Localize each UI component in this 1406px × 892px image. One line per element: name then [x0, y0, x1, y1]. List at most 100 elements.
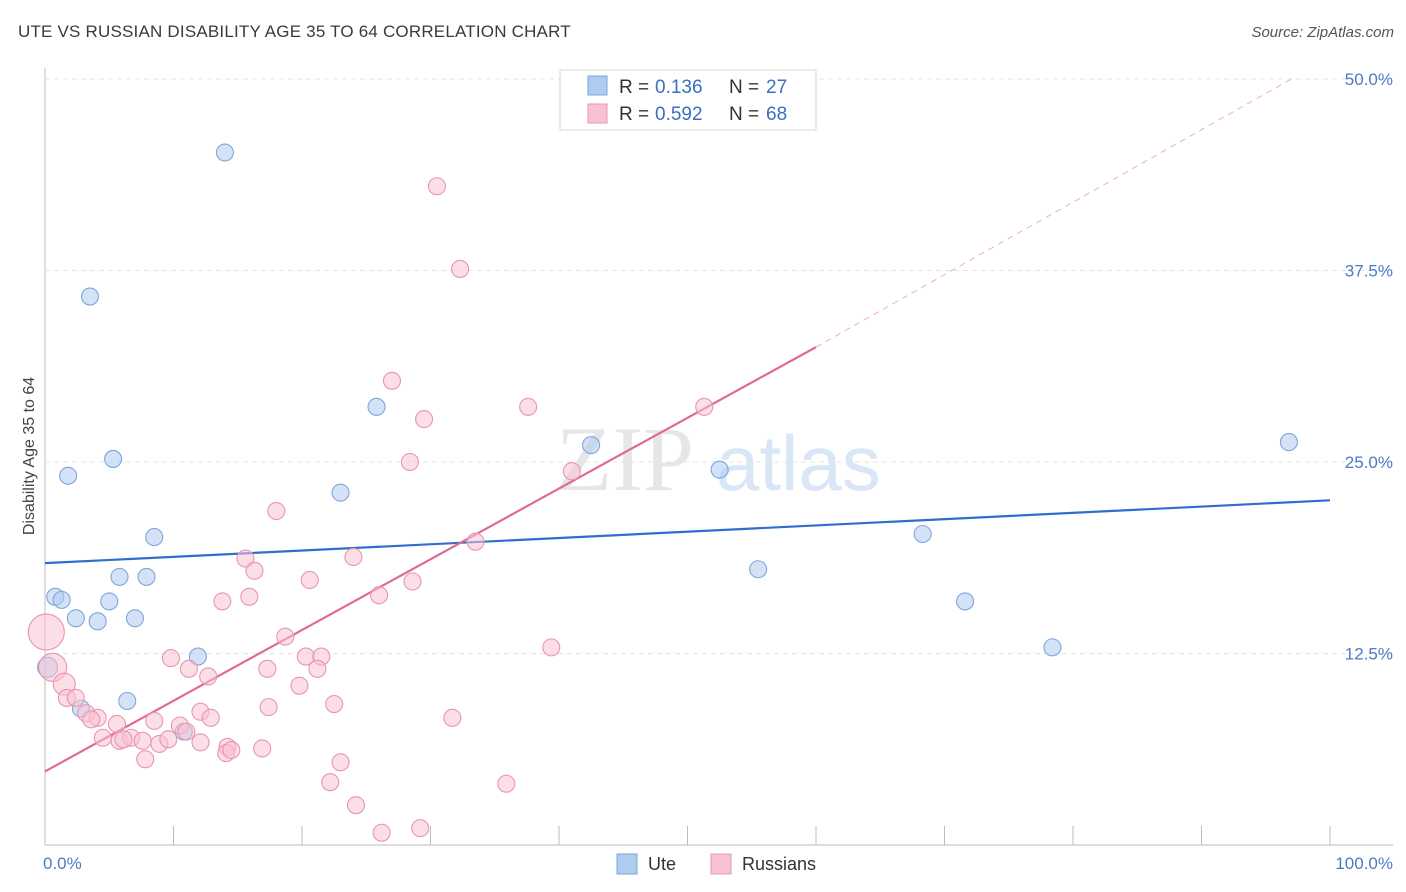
bottom-legend-swatch-ute — [616, 853, 638, 875]
point-russians-58 — [346, 796, 366, 815]
source-credit: Source: ZipAtlas.com — [1251, 24, 1394, 41]
point-russians-50 — [191, 733, 210, 752]
point-russians-18 — [276, 627, 295, 646]
legend-n-label-ute: N = — [729, 77, 759, 98]
point-russians-61 — [27, 613, 65, 651]
point-russians-44 — [93, 728, 112, 747]
point-russians-39 — [201, 708, 220, 727]
point-russians-13 — [300, 570, 319, 590]
point-ute-10 — [913, 524, 932, 544]
point-ute-15 — [52, 590, 71, 609]
point-russians-23 — [179, 659, 198, 678]
point-russians-3 — [519, 397, 538, 416]
point-russians-55 — [331, 753, 350, 772]
bottom-legend-label-russians: Russians — [742, 854, 816, 874]
point-russians-7 — [562, 462, 581, 481]
point-russians-12 — [245, 561, 264, 580]
point-russians-17 — [213, 592, 232, 611]
watermark-atlas: atlas — [716, 419, 881, 507]
y-axis-label: Disability Age 35 to 64 — [21, 377, 38, 535]
point-ute-12 — [110, 567, 129, 586]
point-russians-11 — [344, 547, 363, 567]
point-russians-25 — [308, 659, 327, 678]
point-russians-20 — [161, 649, 180, 668]
bottom-legend: Ute Russians — [616, 853, 816, 875]
point-russians-32 — [259, 698, 278, 717]
legend-r-label-ute: R = — [619, 77, 649, 98]
point-russians-16 — [370, 586, 389, 605]
point-ute-3 — [59, 466, 78, 485]
point-russians-4 — [695, 397, 714, 416]
point-russians-5 — [415, 410, 434, 429]
legend-swatch-russians — [587, 103, 608, 124]
point-russians-8 — [267, 501, 286, 521]
x-tick-label-min: 0.0% — [43, 854, 82, 873]
point-ute-19 — [88, 612, 107, 631]
point-ute-8 — [710, 460, 729, 479]
point-russians-56 — [321, 773, 340, 792]
point-ute-16 — [100, 592, 119, 611]
point-russians-31 — [66, 688, 85, 707]
legend-n-value-russians: 68 — [766, 104, 787, 125]
point-ute-0 — [215, 143, 234, 162]
point-ute-9 — [1279, 433, 1298, 452]
point-ute-18 — [66, 609, 85, 628]
point-russians-54 — [136, 750, 155, 769]
point-russians-15 — [240, 587, 259, 606]
point-russians-26 — [199, 667, 218, 686]
point-russians-41 — [107, 714, 127, 734]
point-russians-60 — [411, 819, 430, 838]
legend-swatch-ute — [587, 75, 608, 96]
point-ute-13 — [137, 567, 156, 586]
trend-line-russians — [44, 346, 817, 773]
point-ute-17 — [956, 592, 975, 611]
point-russians-49 — [159, 730, 178, 749]
y-tick-label-50: 50.0% — [1345, 70, 1393, 89]
point-ute-22 — [188, 647, 207, 666]
data-points — [27, 143, 1298, 842]
point-russians-59 — [372, 823, 391, 842]
point-russians-1 — [451, 259, 470, 279]
point-russians-10 — [236, 549, 255, 568]
legend-r-value-russians: 0.592 — [655, 104, 703, 125]
y-tick-label-37-5: 37.5% — [1345, 262, 1393, 281]
trend-line-extension-russians — [815, 78, 1292, 348]
point-ute-1 — [80, 287, 100, 306]
point-russians-0 — [427, 177, 446, 196]
watermark-zip: ZIP — [556, 408, 694, 510]
point-russians-52 — [253, 739, 272, 758]
point-russians-38 — [145, 711, 164, 730]
point-russians-33 — [325, 695, 344, 714]
x-tick-label-max: 100.0% — [1335, 854, 1393, 873]
point-russians-57 — [497, 774, 516, 793]
point-ute-4 — [331, 483, 350, 502]
trend-lines — [44, 78, 1331, 773]
point-russians-43 — [177, 722, 196, 741]
legend-n-label-russians: N = — [729, 104, 759, 125]
point-russians-14 — [403, 572, 422, 591]
point-russians-2 — [382, 371, 402, 390]
point-russians-63 — [114, 730, 133, 749]
point-russians-62 — [222, 740, 241, 760]
point-ute-6 — [367, 397, 386, 416]
trend-line-ute — [44, 499, 1331, 565]
legend-r-value-ute: 0.136 — [655, 77, 703, 98]
point-russians-37 — [82, 710, 101, 729]
point-russians-6 — [400, 452, 419, 472]
x-tick-marks — [44, 826, 1331, 845]
point-ute-5 — [145, 528, 164, 547]
bottom-legend-label-ute: Ute — [648, 854, 676, 874]
y-tick-label-12-5: 12.5% — [1345, 645, 1393, 664]
point-ute-20 — [125, 609, 144, 628]
legend-r-label-russians: R = — [619, 104, 649, 125]
point-ute-7 — [582, 436, 601, 455]
bottom-legend-swatch-russians — [710, 853, 732, 875]
point-ute-21 — [1043, 638, 1062, 657]
y-tick-label-25: 25.0% — [1345, 453, 1393, 472]
point-ute-2 — [104, 449, 123, 468]
point-russians-40 — [443, 708, 462, 727]
point-russians-47 — [133, 731, 152, 750]
point-russians-19 — [542, 638, 561, 657]
legend-n-value-ute: 27 — [766, 77, 787, 98]
